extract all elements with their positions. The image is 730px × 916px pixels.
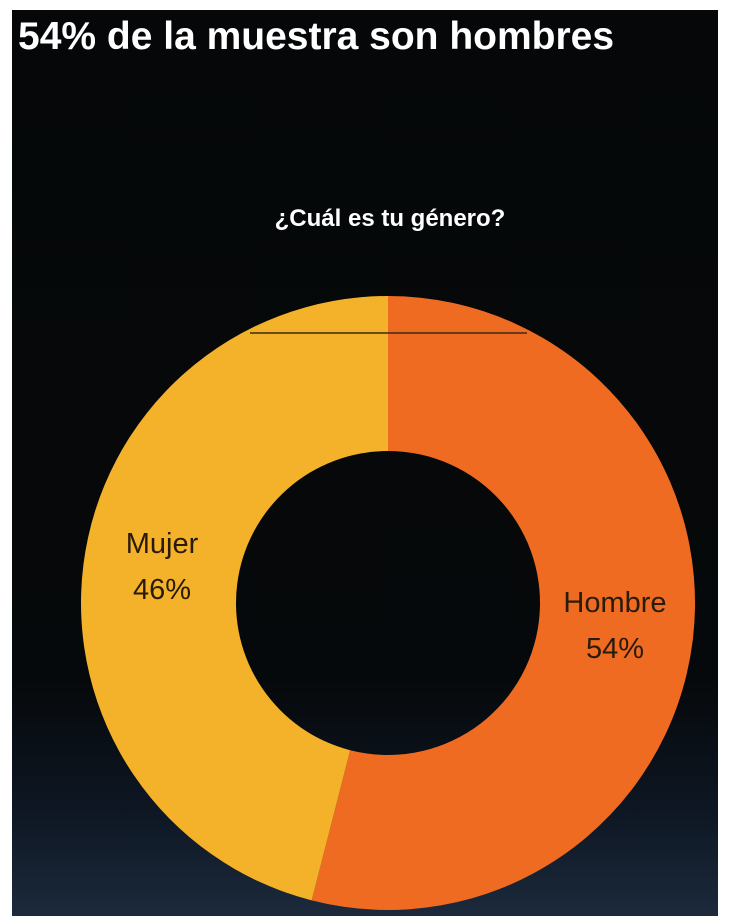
slice-value-hombre: 54% bbox=[586, 633, 644, 665]
headline: 54% de la muestra son hombres bbox=[18, 15, 615, 58]
chart-title: ¿Cuál es tu género? bbox=[274, 205, 506, 232]
slice-value-mujer: 46% bbox=[133, 574, 191, 606]
slice-hombre bbox=[311, 296, 696, 911]
slice-label-mujer: Mujer bbox=[126, 528, 199, 560]
slice-mujer bbox=[81, 296, 389, 901]
slice-label-hombre: Hombre bbox=[563, 587, 666, 619]
